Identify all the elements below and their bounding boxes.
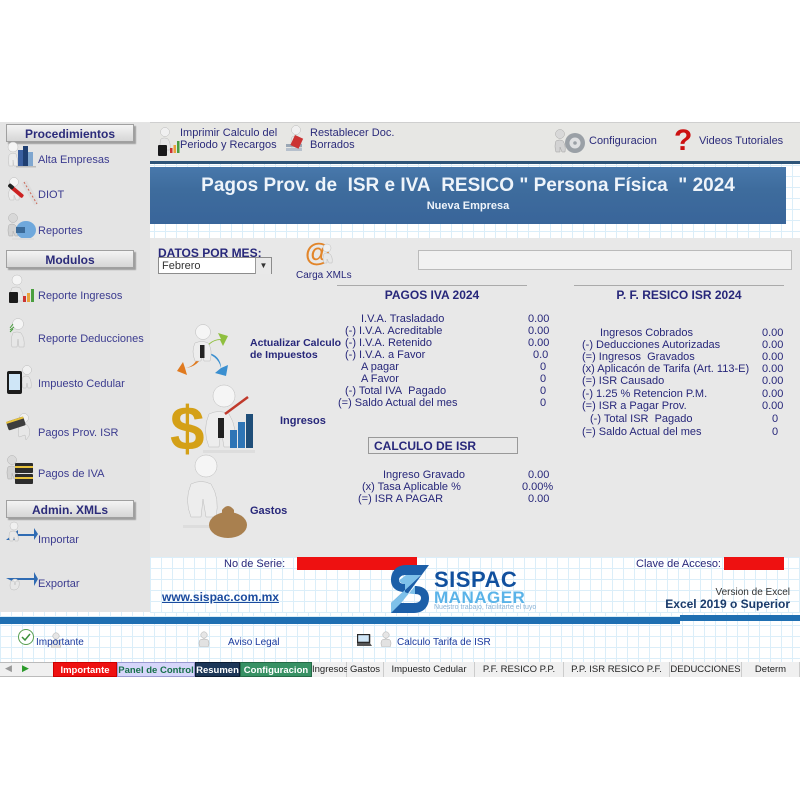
- svg-text:?: ?: [674, 124, 692, 157]
